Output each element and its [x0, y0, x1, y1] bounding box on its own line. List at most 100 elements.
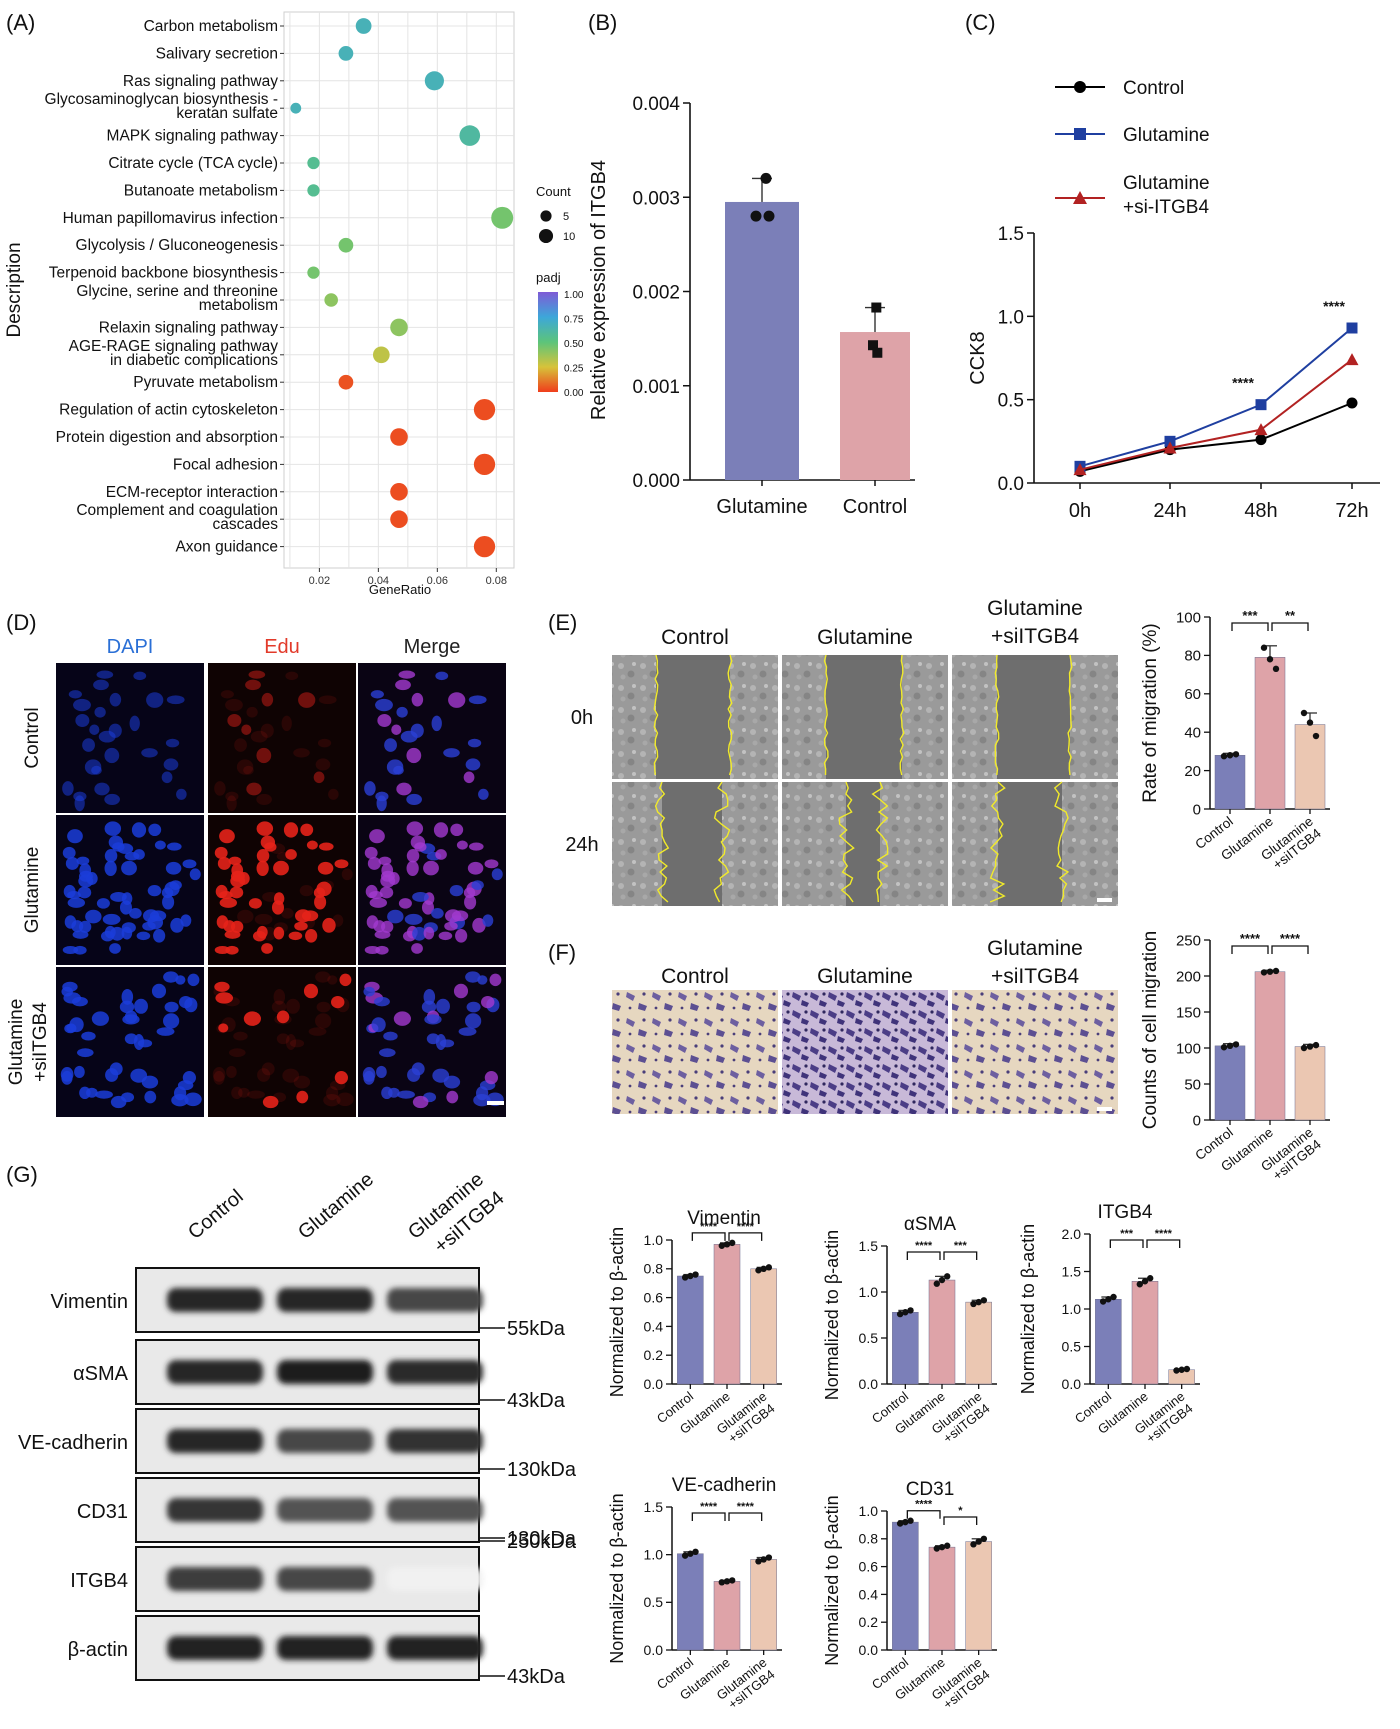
nucleus	[245, 679, 261, 691]
nucleus	[236, 759, 254, 775]
wound-edge-trace	[1053, 781, 1070, 903]
significance-label: ****	[737, 1221, 755, 1233]
y-tick-label: 250	[1176, 932, 1201, 949]
nucleus	[141, 1075, 159, 1089]
term-dot	[424, 71, 444, 91]
row-label: 24h	[565, 834, 598, 856]
nucleus	[366, 915, 379, 929]
row-label: Control	[22, 707, 43, 768]
nucleus	[104, 821, 122, 836]
micrograph-image	[358, 663, 506, 813]
x-tick-label: 24h	[1153, 500, 1186, 522]
bar	[725, 201, 799, 480]
data-point	[944, 1542, 951, 1549]
wound-edge-trace	[823, 654, 829, 776]
data-point	[1312, 732, 1320, 740]
legend-label: Glutamine	[1123, 173, 1210, 194]
y-axis-label: Relative expression of ITGB4	[588, 160, 610, 420]
nucleus	[341, 868, 353, 881]
nucleus	[151, 983, 167, 999]
nucleus	[262, 926, 277, 941]
nucleus	[78, 870, 93, 882]
term-dot	[338, 374, 354, 390]
data-point	[907, 1517, 914, 1524]
series-marker	[1255, 434, 1267, 446]
nucleus	[395, 679, 411, 691]
nucleus	[327, 975, 338, 985]
bar	[1095, 1299, 1122, 1385]
bar	[1214, 1045, 1246, 1121]
panel-label: (C)	[965, 10, 996, 35]
nucleus	[67, 829, 83, 844]
micrograph-image	[208, 663, 356, 813]
y-tick-label: 1.0	[859, 1503, 879, 1519]
data-point	[1266, 968, 1274, 975]
nucleus	[246, 782, 262, 796]
nucleus	[215, 884, 228, 899]
nucleus	[91, 1011, 109, 1026]
nucleus	[230, 870, 245, 882]
y-tick-label: 2.0	[1062, 1226, 1082, 1242]
panel-label: (F)	[548, 940, 576, 965]
column-label: +siITGB4	[991, 625, 1079, 648]
term-label: metabolism	[199, 297, 278, 314]
y-tick-label: 0.8	[859, 1531, 879, 1547]
nucleus	[262, 891, 279, 902]
y-axis-label: Normalized to β-actin	[822, 1495, 842, 1665]
term-label: Salivary secretion	[156, 45, 278, 62]
nucleus	[153, 928, 166, 943]
term-label: Terpenoid backbone biosynthesis	[49, 265, 278, 282]
column-label: Glutamine	[817, 626, 913, 649]
protein-band	[387, 1429, 483, 1453]
term-dot	[473, 398, 496, 421]
data-point	[902, 1518, 909, 1526]
nucleus	[214, 781, 226, 796]
nucleus	[104, 793, 120, 806]
nucleus	[171, 1094, 189, 1107]
data-point	[729, 1577, 736, 1584]
data-point	[729, 1239, 736, 1247]
series-marker	[1074, 128, 1086, 140]
padj-colorbar	[538, 292, 558, 392]
nucleus	[180, 914, 192, 927]
nucleus	[229, 886, 244, 899]
data-point	[975, 1298, 982, 1306]
y-tick-label: 1.5	[998, 224, 1024, 245]
nucleus	[149, 910, 167, 922]
significance-bracket	[943, 1516, 978, 1525]
bar	[713, 1244, 741, 1385]
legend-title: Count	[536, 184, 571, 199]
bar	[677, 1275, 704, 1385]
bar	[1131, 1281, 1159, 1385]
nucleus	[274, 1014, 292, 1025]
x-tick-label: 72h	[1335, 500, 1368, 522]
nucleus	[165, 738, 180, 748]
micrograph-image	[208, 967, 356, 1117]
nucleus	[187, 973, 200, 987]
nucleus	[397, 1090, 415, 1099]
nucleus	[225, 698, 243, 712]
nucleus	[225, 791, 239, 802]
nucleus	[74, 1065, 85, 1078]
nucleus	[122, 1014, 140, 1025]
nucleus	[482, 914, 494, 927]
nucleus	[406, 860, 419, 877]
nucleus	[93, 679, 109, 691]
column-label: DAPI	[107, 636, 154, 658]
nucleus	[65, 857, 79, 870]
nucleus	[219, 829, 235, 844]
bar	[928, 1279, 956, 1385]
nucleus	[331, 995, 345, 1009]
nucleus	[179, 995, 193, 1009]
series-line	[1079, 402, 1353, 473]
nucleus	[154, 840, 166, 850]
panel-b: (B) 0.000 0.001 0.002 0.003 0.004 Relative exp…	[588, 10, 915, 518]
y-tick-label: 0.8	[644, 1261, 664, 1277]
plot-area	[283, 11, 515, 569]
bar	[1214, 754, 1246, 810]
term-dot	[307, 184, 320, 197]
nucleus	[282, 1068, 300, 1083]
y-axis-label: Normalized to β-actin	[607, 1493, 627, 1663]
data-point	[868, 340, 878, 351]
chart-title: Vimentin	[687, 1208, 761, 1229]
